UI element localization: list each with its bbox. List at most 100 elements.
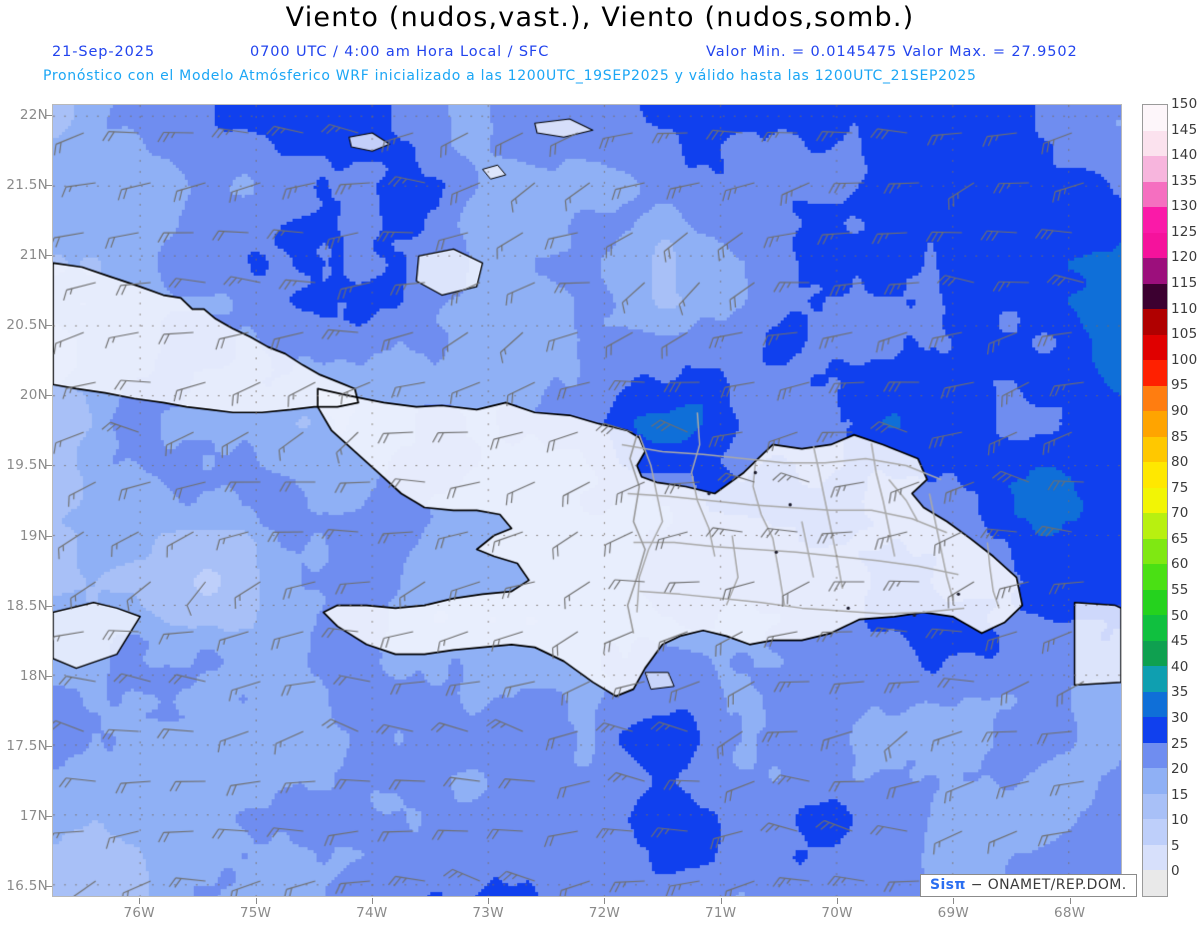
latitude-tick <box>46 255 52 257</box>
forecast-date: 21-Sep-2025 <box>52 44 156 60</box>
colorbar-cell <box>1143 130 1167 157</box>
attribution-badge: Sisπ − ONAMET/REP.DOM. <box>920 874 1137 897</box>
colorbar-cell <box>1143 258 1167 284</box>
colorbar-label: 50 <box>1171 607 1189 624</box>
colorbar-label: 0 <box>1171 863 1180 880</box>
colorbar-scale[interactable] <box>1142 104 1168 897</box>
latitude-tick <box>46 675 52 677</box>
longitude-label: 76W <box>123 905 155 921</box>
colorbar-cell <box>1143 870 1167 896</box>
colorbar-label: 5 <box>1171 837 1180 854</box>
longitude-tick <box>837 898 839 904</box>
colorbar-cell <box>1143 436 1167 463</box>
longitude-label: 71W <box>705 905 737 921</box>
colorbar-cell <box>1143 768 1167 794</box>
colorbar-label: 45 <box>1171 633 1189 650</box>
longitude-label: 72W <box>588 905 621 921</box>
latitude-tick <box>46 885 52 887</box>
colorbar-cell <box>1143 538 1167 565</box>
longitude-label: 73W <box>472 905 504 921</box>
longitude-label: 75W <box>239 905 272 921</box>
colorbar-label: 120 <box>1171 249 1198 266</box>
colorbar-cell <box>1143 487 1167 514</box>
latitude-label: 19N <box>19 527 48 544</box>
colorbar-label: 10 <box>1171 812 1189 829</box>
colorbar-cell <box>1143 207 1167 233</box>
colorbar-label: 115 <box>1171 275 1198 292</box>
forecast-time-level: 0700 UTC / 4:00 am Hora Local / SFC <box>250 44 550 60</box>
colorbar-cell <box>1143 232 1167 259</box>
latitude-label: 21N <box>19 247 48 264</box>
colorbar-label: 60 <box>1171 556 1189 573</box>
colorbar-cell <box>1143 793 1167 820</box>
latitude-label: 18.5N <box>6 597 48 614</box>
colorbar-cell <box>1143 334 1167 361</box>
colorbar-cell <box>1143 844 1167 871</box>
colorbar-cell <box>1143 411 1167 437</box>
latitude-label: 18N <box>19 667 48 684</box>
longitude-tick <box>720 898 722 904</box>
latitude-tick <box>46 115 52 117</box>
colorbar-label: 100 <box>1171 351 1198 368</box>
colorbar-label: 110 <box>1171 300 1198 317</box>
colorbar-cell <box>1143 156 1167 182</box>
longitude-tick <box>139 898 141 904</box>
colorbar-cell <box>1143 181 1167 208</box>
value-min-max: Valor Min. = 0.0145475 Valor Max. = 27.9… <box>706 44 1078 60</box>
colorbar-cell <box>1143 283 1167 310</box>
page-title: Viento (nudos,vast.), Viento (nudos,somb… <box>285 2 915 33</box>
latitude-label: 17N <box>19 807 48 824</box>
colorbar-label: 130 <box>1171 198 1198 215</box>
attribution-separator: − <box>965 877 988 893</box>
latitude-tick <box>46 815 52 817</box>
colorbar-label: 80 <box>1171 454 1189 471</box>
colorbar-cell <box>1143 309 1167 335</box>
colorbar-cell <box>1143 742 1167 769</box>
latitude-tick <box>46 185 52 187</box>
colorbar-label: 135 <box>1171 172 1198 189</box>
colorbar-cell <box>1143 717 1167 743</box>
latitude-tick <box>46 395 52 397</box>
colorbar-label: 30 <box>1171 709 1189 726</box>
colorbar-cell <box>1143 615 1167 641</box>
colorbar-cell <box>1143 513 1167 539</box>
longitude-label: 74W <box>356 905 388 921</box>
longitude-tick <box>255 898 257 904</box>
longitude-tick <box>604 898 606 904</box>
colorbar-label: 25 <box>1171 735 1189 752</box>
latitude-tick <box>46 535 52 537</box>
colorbar-label: 85 <box>1171 428 1189 445</box>
colorbar-label: 145 <box>1171 121 1198 138</box>
colorbar-cell <box>1143 691 1167 718</box>
wind-field-canvas <box>53 105 1121 896</box>
map-plot-area[interactable] <box>52 104 1122 897</box>
latitude-tick <box>46 325 52 327</box>
colorbar-label: 125 <box>1171 223 1198 240</box>
latitude-tick <box>46 605 52 607</box>
colorbar-label: 65 <box>1171 530 1189 547</box>
colorbar-label: 35 <box>1171 684 1189 701</box>
longitude-label: 68W <box>1053 905 1086 921</box>
longitude-tick <box>1069 898 1071 904</box>
latitude-tick <box>46 745 52 747</box>
latitude-label: 20N <box>19 387 48 404</box>
latitude-label: 19.5N <box>6 457 48 474</box>
colorbar-cell <box>1143 385 1167 412</box>
colorbar-label: 140 <box>1171 147 1198 164</box>
colorbar-label: 40 <box>1171 658 1189 675</box>
colorbar-cell <box>1143 564 1167 590</box>
colorbar-cell <box>1143 105 1167 131</box>
colorbar-label: 55 <box>1171 582 1189 599</box>
colorbar-label: 105 <box>1171 326 1198 343</box>
model-description: Pronóstico con el Modelo Atmósferico WRF… <box>43 68 977 84</box>
latitude-label: 21.5N <box>6 177 48 194</box>
colorbar-cell <box>1143 360 1167 386</box>
longitude-tick <box>488 898 490 904</box>
latitude-label: 22N <box>19 107 48 124</box>
colorbar-cell <box>1143 640 1167 667</box>
colorbar-label: 90 <box>1171 402 1189 419</box>
longitude-label: 70W <box>821 905 853 921</box>
colorbar-label: 95 <box>1171 377 1189 394</box>
colorbar-label: 15 <box>1171 786 1189 803</box>
